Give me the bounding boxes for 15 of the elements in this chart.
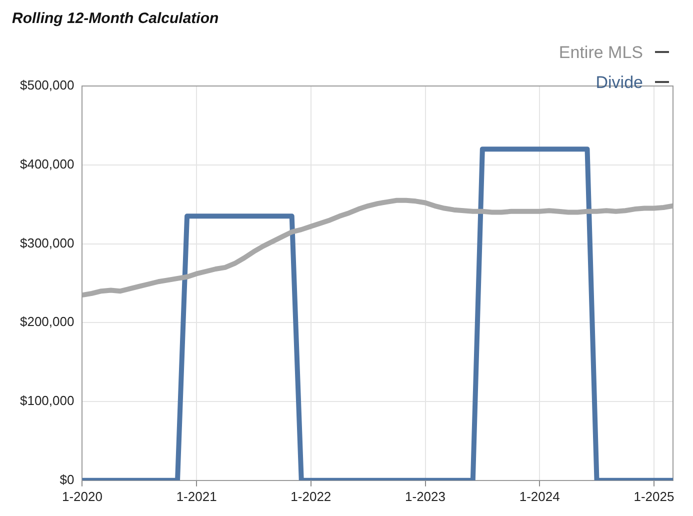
y-tick-label: $200,000 <box>20 314 74 330</box>
chart-title: Rolling 12-Month Calculation <box>12 10 219 28</box>
x-tick-label: 1-2021 <box>176 488 217 504</box>
x-tick-label: 1-2025 <box>634 488 674 504</box>
y-tick-label: $400,000 <box>20 156 74 172</box>
text: Divide <box>596 73 643 92</box>
x-tick-label: 1-2022 <box>290 488 332 504</box>
x-tick-label: 1-2024 <box>519 488 560 504</box>
y-tick-label: $300,000 <box>20 235 74 250</box>
y-tick-label: $500,000 <box>20 78 74 93</box>
x-tick-label: 1-2023 <box>405 488 446 504</box>
y-tick-label: $100,000 <box>20 393 74 408</box>
text: Entire MLS <box>558 43 643 62</box>
x-tick-label: 1-2020 <box>62 488 102 504</box>
y-tick-label: $0 <box>60 472 74 487</box>
